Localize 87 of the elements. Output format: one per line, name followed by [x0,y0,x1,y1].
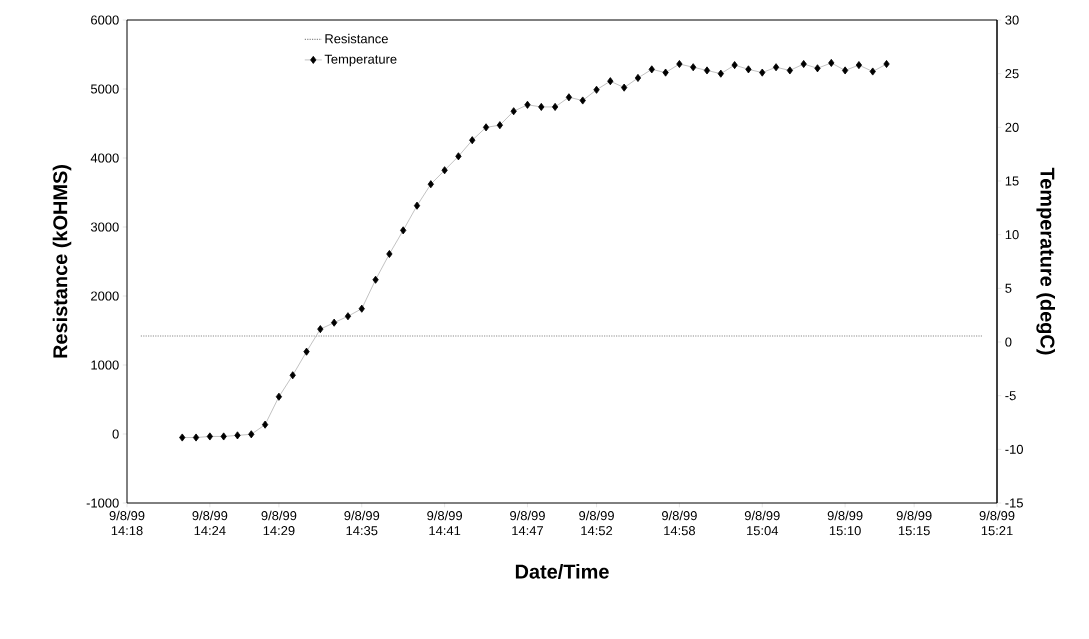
x-tick-label: 9/8/99 15:04 [744,510,780,536]
y2-tick-label: 25 [1005,69,1019,79]
x-tick-label: 9/8/99 14:41 [427,510,463,536]
point [786,66,793,75]
y-tick-label: 0 [112,429,119,439]
point [510,107,517,116]
point [427,180,434,189]
y2-tick-label: 10 [1005,230,1019,240]
point [331,318,338,327]
x-tick-label: 9/8/99 14:47 [510,510,545,536]
x-tick-label: 9/8/99 14:24 [192,510,228,536]
point [482,123,490,132]
point [192,433,200,442]
y-tick-label: 6000 [91,15,119,25]
point [745,65,752,74]
point [386,249,393,258]
point [303,347,310,356]
point [441,166,448,175]
point [579,96,586,105]
y2-tick-label: 15 [1005,176,1019,186]
x-tick-label: 9/8/99 14:58 [662,510,697,536]
y2-tick-label: -5 [1005,391,1016,401]
y2-tick-label: 20 [1005,122,1019,132]
point [607,77,614,86]
point [248,430,255,439]
y-tick-label: 1000 [91,360,119,370]
point [344,312,352,321]
point [690,63,697,72]
x-tick-label: 9/8/99 14:52 [579,510,614,536]
point [828,58,835,67]
point [814,64,821,73]
point [552,102,559,111]
point [883,60,890,69]
point [717,69,724,78]
point [400,226,407,235]
point [731,61,738,70]
point [220,432,227,441]
x-tick-label: 9/8/99 15:15 [896,510,932,536]
y2-tick-label: 30 [1005,15,1019,25]
point [179,433,186,442]
point [772,63,780,72]
point [206,432,213,441]
point [855,61,863,70]
x-tick-label: 9/8/99 14:35 [344,510,380,536]
point [703,66,711,75]
point [496,121,503,130]
point [289,371,296,380]
y2-tick-label: 5 [1005,283,1012,293]
y-tick-label: 2000 [91,291,119,301]
x-tick-label: 9/8/99 15:21 [979,510,1015,536]
point [524,100,531,109]
legend-label: Temperature [324,54,397,67]
point [593,85,600,94]
point [800,60,807,69]
y2-tick-label: 0 [1005,337,1012,347]
point [234,431,241,440]
point [842,66,849,75]
point [413,201,421,210]
point [621,83,628,92]
y-tick-label: 3000 [90,222,119,232]
point [869,67,876,76]
y-tick-label: 5000 [90,84,119,94]
y2-axis-title: Temperature (degC) [1036,167,1055,355]
point [648,65,655,74]
x-tick-label: 9/8/99 14:29 [261,510,297,536]
x-axis-title: Date/Time [515,564,609,579]
point [317,325,324,334]
y-tick-label: -1000 [86,498,119,508]
point [358,304,365,313]
point [538,102,545,111]
x-tick-label: 9/8/99 14:18 [109,510,145,536]
x-tick-label: 9/8/99 15:10 [827,510,863,536]
legend-label: Resistance [325,33,388,44]
y-tick-label: 4000 [90,153,119,163]
point [262,420,269,429]
point [676,60,683,69]
point [469,136,476,145]
y-axis-title: Resistance (kOHMS) [52,165,72,358]
point [662,68,669,77]
point [455,152,462,161]
point [372,275,379,284]
point [759,68,766,77]
point [634,73,642,82]
y2-tick-label: -15 [1005,498,1023,508]
y2-tick-label: -10 [1005,444,1023,454]
point [565,93,573,102]
point [275,392,283,401]
